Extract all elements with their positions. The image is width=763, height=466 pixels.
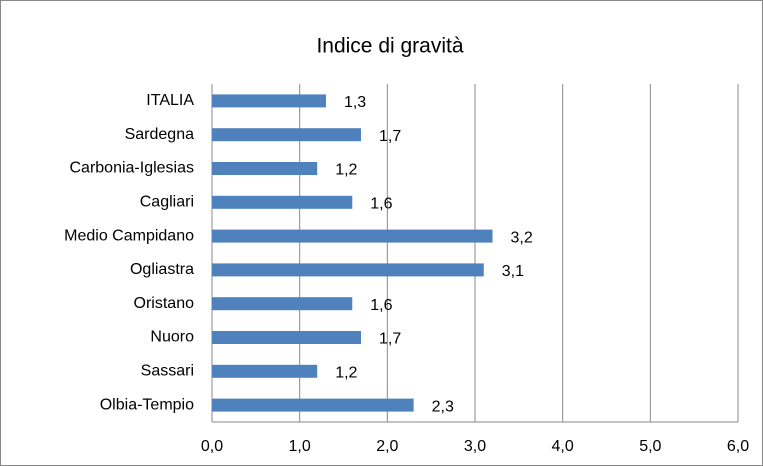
- data-label: 1,6: [370, 196, 392, 213]
- data-label: 1,7: [379, 128, 401, 145]
- x-tick-label: 4,0: [552, 438, 574, 455]
- x-tick-label: 5,0: [639, 438, 661, 455]
- y-tick-label: Cagliari: [140, 194, 194, 211]
- bar: [212, 128, 362, 142]
- y-tick-label: Sassari: [141, 363, 194, 380]
- y-tick-label: Ogliastra: [130, 261, 194, 278]
- x-tick-label: 1,0: [289, 438, 311, 455]
- data-label: 1,2: [335, 162, 357, 179]
- data-label: 3,2: [511, 229, 533, 246]
- x-tick-label: 2,0: [376, 438, 398, 455]
- bar: [212, 162, 318, 175]
- bar: [212, 331, 362, 344]
- y-tick-label: Nuoro: [150, 329, 194, 346]
- bar: [212, 364, 318, 378]
- bar: [212, 297, 353, 311]
- y-tick-label: Medio Campidano: [64, 227, 194, 244]
- chart-title: Indice di gravità: [316, 35, 463, 58]
- y-tick-label: Sardegna: [125, 126, 194, 143]
- data-label: 1,2: [335, 365, 357, 382]
- x-tick-label: 0,0: [201, 438, 223, 455]
- x-tick-label: 6,0: [727, 438, 749, 455]
- y-tick-label: Olbia-Tempio: [100, 396, 194, 413]
- x-tick-label: 3,0: [464, 438, 486, 455]
- data-label: 1,3: [344, 94, 366, 111]
- data-label: 1,6: [370, 297, 392, 314]
- bar: [212, 229, 493, 243]
- y-tick-label: ITALIA: [146, 92, 194, 109]
- data-label: 1,7: [379, 331, 401, 348]
- y-tick-label: Carbonia-Iglesias: [69, 160, 194, 177]
- data-label: 2,3: [432, 398, 454, 415]
- bar: [212, 263, 484, 277]
- bar: [212, 195, 353, 209]
- y-tick-label: Oristano: [134, 295, 195, 312]
- bar: [212, 398, 414, 412]
- data-label: 3,1: [502, 263, 524, 280]
- bar: [212, 94, 326, 108]
